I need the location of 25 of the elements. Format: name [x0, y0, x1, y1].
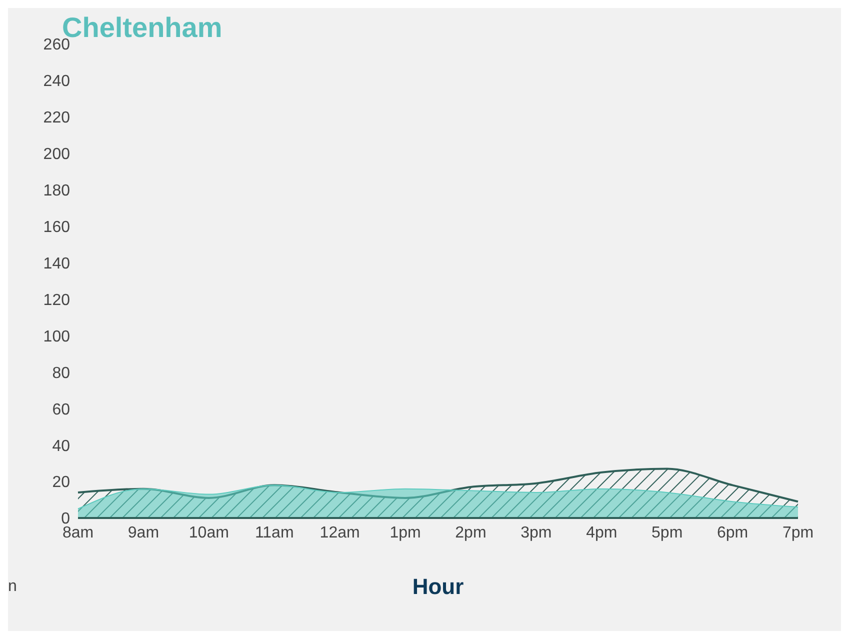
x-tick-label: 9am	[128, 524, 160, 542]
y-tick-label: 200	[43, 146, 70, 164]
x-tick-label: 2pm	[455, 524, 486, 542]
y-tick-label: 220	[43, 110, 70, 127]
y-tick-label: 120	[43, 292, 70, 309]
y-tick-label: 100	[43, 328, 70, 346]
y-tick-label: 40	[52, 438, 70, 455]
y-tick-label: 80	[52, 364, 70, 382]
x-tick-label: 7pm	[782, 524, 814, 542]
y-tick-label: 60	[52, 401, 70, 418]
x-tick-label: 3pm	[520, 524, 552, 542]
x-tick-label: 12am	[320, 524, 360, 542]
y-tick-label: 160	[43, 218, 70, 236]
text: n	[8, 578, 17, 596]
y-tick-label: 20	[52, 474, 70, 492]
x-axis-title: Hour	[412, 574, 464, 599]
x-tick-label: 10am	[188, 524, 229, 542]
y-tick-label: 140	[43, 255, 70, 272]
x-tick-label: 5pm	[652, 524, 683, 542]
y-tick-label: 180	[43, 182, 70, 200]
x-tick-label: 4pm	[586, 524, 618, 542]
x-tick-label: 11am	[254, 524, 294, 542]
x-tick-label: 1pm	[390, 524, 421, 542]
y-tick-label: 240	[43, 73, 70, 90]
x-tick-label: 6pm	[716, 524, 748, 542]
